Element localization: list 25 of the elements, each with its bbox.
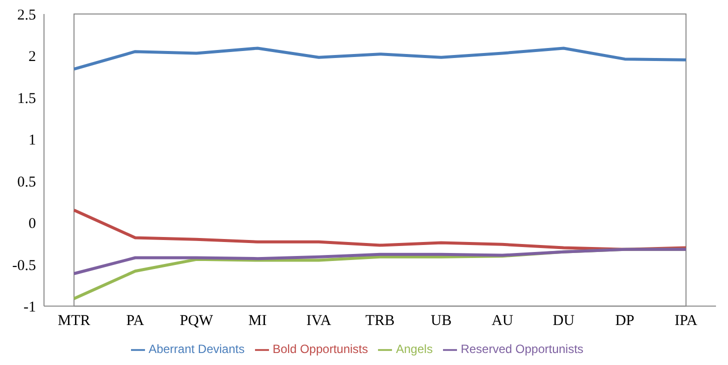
x-tick-label: UB [430,312,452,329]
x-tick-label: DU [552,312,575,329]
x-tick-label: TRB [365,312,395,329]
legend-label: Bold Opportunists [272,342,368,356]
y-tick-label: 0.5 [17,174,36,190]
y-tick-label: 1.5 [17,90,36,107]
x-tick-label: IPA [674,312,698,329]
y-tick-label: 2 [28,49,36,66]
line-series [72,248,688,276]
legend-label: Aberrant Deviants [148,342,245,356]
x-tick-label: PQW [180,312,214,329]
y-tick-label: 1 [28,132,36,149]
line-series [72,46,688,71]
y-tick-label: -0.5 [12,258,36,274]
y-tick-label: 0 [28,216,36,232]
x-tick-label: IVA [306,312,332,329]
x-tick-label: DP [615,312,634,329]
x-tick-label: PA [126,312,144,329]
y-tick-label: -1 [24,299,36,316]
y-tick-label: 2.5 [17,7,36,24]
x-tick-label: AU [492,312,514,329]
legend-label: Reserved Opportunists [460,342,584,356]
x-tick-label: MTR [58,312,90,329]
x-tick-label: MI [248,312,267,329]
legend-label: Angels [396,342,433,356]
